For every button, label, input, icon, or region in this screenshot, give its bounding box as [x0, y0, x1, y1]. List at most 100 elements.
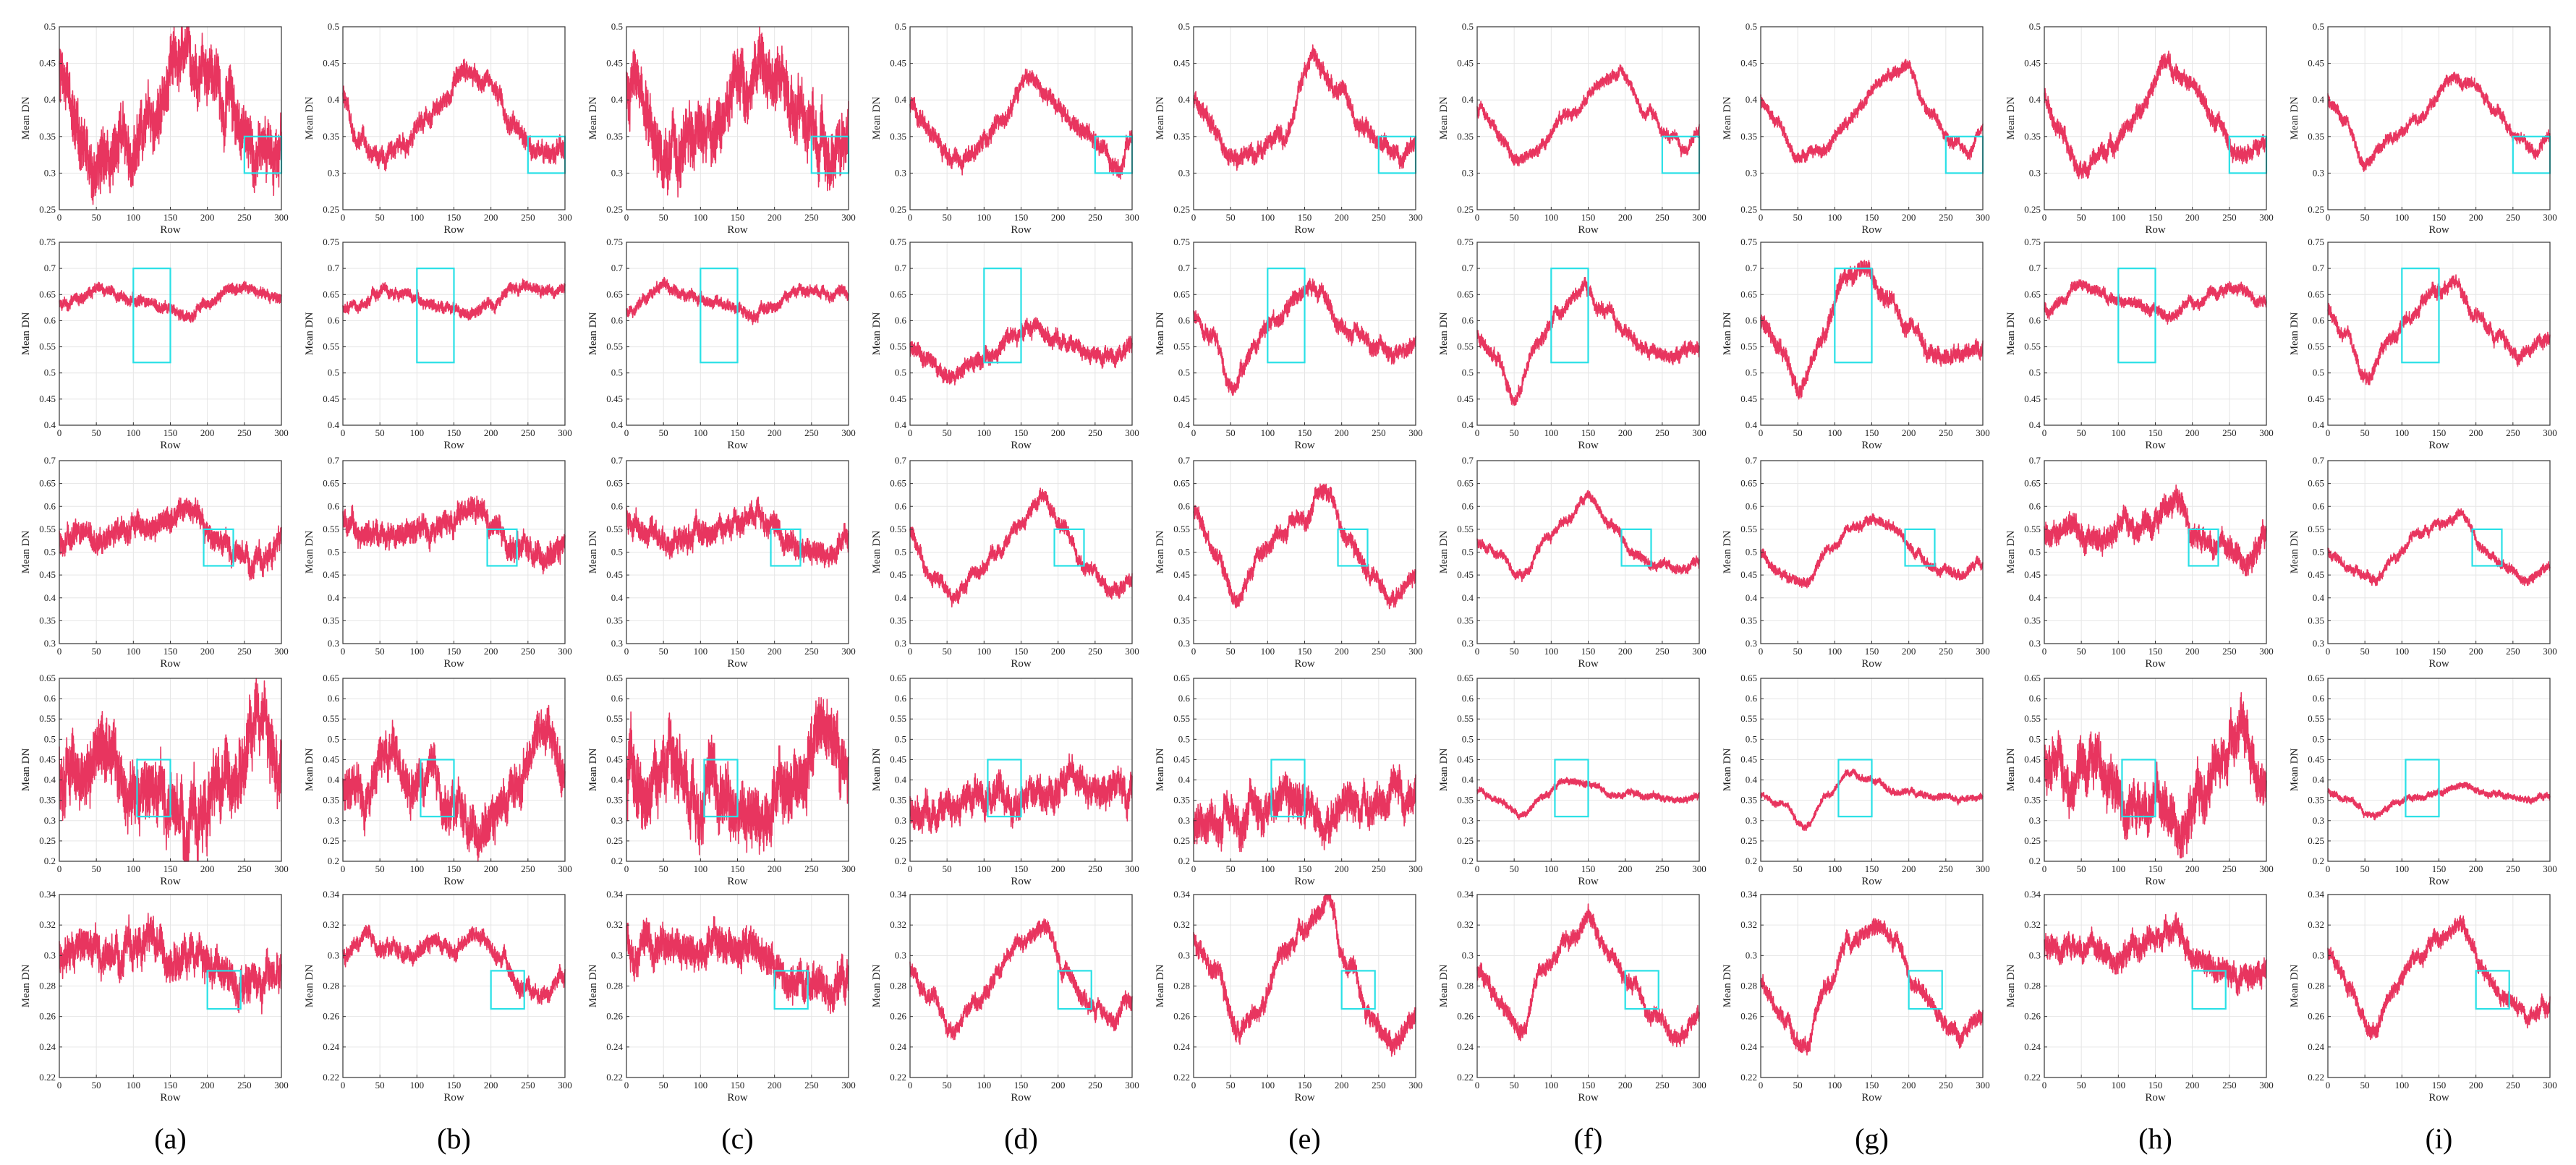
- y-tick-label: 0.25: [2024, 835, 2041, 846]
- y-tick-label: 0.4: [44, 592, 56, 603]
- y-tick-label: 0.65: [606, 289, 623, 299]
- highlight-box: [773, 970, 809, 1010]
- x-axis-label: Row: [443, 876, 464, 887]
- x-tick-label: 0: [1475, 646, 1480, 657]
- y-axis-label: Mean DN: [1438, 97, 1450, 140]
- y-tick-label: 0.28: [2308, 981, 2324, 991]
- x-tick-label: 250: [1088, 212, 1102, 223]
- highlight-box: [700, 268, 739, 364]
- x-tick-label: 250: [1655, 427, 1670, 438]
- y-tick-label: 0.55: [2308, 341, 2324, 352]
- x-tick-label: 50: [92, 212, 101, 223]
- subplot-r4-(c): 0 50 100 150 200 250 300 0.2 0.25 0.3 0.35 0.4 0.45 0…: [587, 673, 856, 887]
- y-tick-label: 0.55: [606, 524, 623, 534]
- y-tick-label: 0.4: [1746, 94, 1758, 105]
- x-axis-label: Row: [160, 440, 181, 451]
- y-tick-label: 0.3: [44, 950, 56, 960]
- x-tick-label: 250: [1372, 863, 1386, 874]
- y-tick-label: 0.45: [606, 58, 623, 69]
- x-tick-label: 150: [2148, 1080, 2163, 1091]
- y-tick-label: 0.65: [1457, 673, 1474, 683]
- y-tick-label: 0.3: [611, 167, 623, 178]
- y-tick-label: 0.7: [1746, 263, 1758, 273]
- y-tick-label: 0.22: [39, 1072, 56, 1083]
- y-tick-label: 0.25: [2308, 204, 2324, 215]
- x-tick-label: 200: [200, 646, 215, 657]
- y-tick-label: 0.3: [2313, 638, 2324, 649]
- y-tick-label: 0.24: [323, 1041, 339, 1052]
- x-tick-label: 200: [1051, 1080, 1066, 1091]
- y-tick-label: 0.5: [2313, 21, 2324, 32]
- y-axis-label: Mean DN: [1722, 748, 1733, 792]
- x-tick-label: 0: [57, 427, 62, 438]
- x-tick-label: 300: [274, 646, 289, 657]
- x-tick-label: 250: [2506, 1080, 2520, 1091]
- x-tick-label: 50: [375, 863, 385, 874]
- x-tick-label: 150: [1581, 212, 1596, 223]
- x-tick-label: 150: [1865, 212, 1879, 223]
- y-tick-label: 0.24: [1173, 1041, 1190, 1052]
- subplot-r2-(g): 0 50 100 150 200 250 300 0.4 0.45 0.5 0.55 0.6 0.65 0…: [1722, 236, 1990, 451]
- y-tick-label: 0.6: [328, 693, 340, 704]
- highlight-box: [416, 268, 455, 364]
- x-tick-label: 300: [274, 1080, 289, 1091]
- x-tick-label: 100: [977, 1080, 992, 1091]
- x-tick-label: 150: [1298, 863, 1312, 874]
- y-tick-label: 0.25: [1173, 204, 1190, 215]
- y-tick-label: 0.65: [2024, 478, 2041, 489]
- y-tick-label: 0.65: [1457, 478, 1474, 489]
- y-tick-label: 0.5: [1178, 367, 1190, 378]
- x-tick-label: 50: [1510, 212, 1519, 223]
- y-tick-label: 0.55: [39, 341, 56, 352]
- x-tick-label: 100: [1544, 646, 1559, 657]
- y-tick-label: 0.25: [2308, 835, 2324, 846]
- y-axis-label: Mean DN: [304, 531, 315, 574]
- x-tick-label: 200: [484, 212, 498, 223]
- y-tick-label: 0.34: [323, 889, 339, 900]
- x-tick-label: 100: [127, 863, 141, 874]
- y-tick-label: 0.28: [39, 981, 56, 991]
- x-axis-label: Row: [1011, 440, 1032, 451]
- y-axis-label: Mean DN: [587, 748, 599, 792]
- y-tick-label: 0.35: [2308, 795, 2324, 806]
- x-axis-label: Row: [1861, 224, 1882, 236]
- y-tick-label: 0.5: [1462, 367, 1474, 378]
- y-tick-label: 0.22: [1740, 1072, 1757, 1083]
- x-tick-label: 300: [1976, 646, 1990, 657]
- y-tick-label: 0.24: [1457, 1041, 1474, 1052]
- x-tick-label: 100: [1544, 863, 1559, 874]
- mean-dn-series: [909, 487, 1133, 608]
- y-tick-label: 0.65: [39, 478, 56, 489]
- y-tick-label: 0.26: [2024, 1011, 2041, 1022]
- x-axis-label: Row: [1861, 876, 1882, 887]
- x-tick-label: 100: [127, 427, 141, 438]
- subplot-r2-(b): 0 50 100 150 200 250 300 0.4 0.45 0.5 0.55 0.6 0.65 0…: [304, 236, 572, 451]
- y-tick-label: 0.55: [1457, 524, 1474, 534]
- x-tick-label: 150: [731, 212, 745, 223]
- x-tick-label: 250: [1088, 863, 1102, 874]
- y-tick-label: 0.45: [2308, 754, 2324, 764]
- x-tick-label: 300: [1125, 1080, 1139, 1091]
- x-tick-label: 0: [908, 212, 913, 223]
- subplot-r1-(g): 0 50 100 150 200 250 300 0.25 0.3 0.35 0.4 0.45 0.5 R…: [1722, 21, 1990, 236]
- y-tick-label: 0.6: [895, 693, 907, 704]
- mean-dn-series: [626, 916, 849, 1015]
- y-tick-label: 0.3: [895, 167, 906, 178]
- subplot-r4-(e): 0 50 100 150 200 250 300 0.2 0.25 0.3 0.35 0.4 0.45 0…: [1155, 673, 1423, 887]
- y-tick-label: 0.26: [1457, 1011, 1474, 1022]
- x-tick-label: 250: [2222, 1080, 2237, 1091]
- y-tick-label: 0.25: [890, 204, 906, 215]
- x-tick-label: 150: [2148, 646, 2163, 657]
- y-axis-label: Mean DN: [2005, 97, 2017, 140]
- x-axis-label: Row: [160, 658, 181, 670]
- x-axis-label: Row: [160, 224, 181, 236]
- x-tick-label: 200: [1051, 212, 1066, 223]
- y-axis-label: Mean DN: [1722, 312, 1733, 356]
- x-tick-label: 150: [1865, 646, 1879, 657]
- y-tick-label: 0.65: [2024, 673, 2041, 683]
- subplot-r3-(h): 0 50 100 150 200 250 300 0.3 0.35 0.4 0.45 0.5 0.55 0…: [2005, 455, 2274, 670]
- y-tick-label: 0.45: [890, 393, 906, 404]
- y-tick-label: 0.65: [1173, 289, 1190, 299]
- subplot-r5-(c): 0 50 100 150 200 250 300 0.22 0.24 0.26 0.28 0.3 0.3…: [587, 889, 856, 1104]
- y-tick-label: 0.25: [39, 835, 56, 846]
